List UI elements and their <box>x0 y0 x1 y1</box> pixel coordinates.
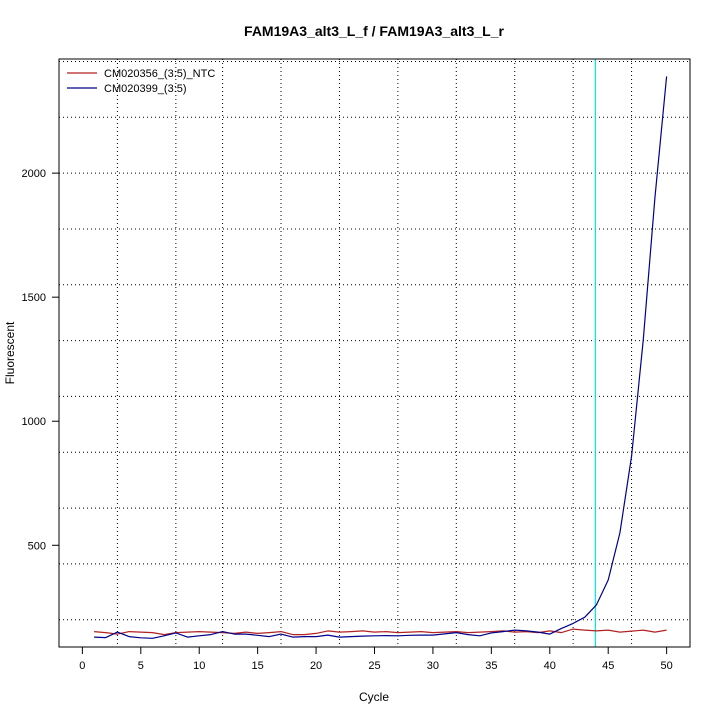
x-tick-label: 20 <box>310 660 322 672</box>
x-tick-label: 5 <box>138 660 144 672</box>
x-tick-label: 10 <box>193 660 205 672</box>
x-tick-label: 50 <box>661 660 673 672</box>
x-axis: 0 5 10 15 20 25 30 35 40 45 50 <box>79 646 673 672</box>
y-tick-label: 500 <box>28 540 46 552</box>
series <box>94 76 668 639</box>
y-axis-label: Fluorescent <box>3 321 17 384</box>
y-axis: 500 1000 1500 2000 <box>22 168 60 552</box>
x-tick-label: 30 <box>427 660 439 672</box>
y-tick-label: 2000 <box>22 168 46 180</box>
series-line-1 <box>94 628 667 636</box>
legend: CM020356_(3:5)_NTC CM020399_(3:5) <box>67 68 215 95</box>
x-tick-label: 45 <box>602 660 614 672</box>
legend-label-1: CM020356_(3:5)_NTC <box>104 68 215 80</box>
x-tick-label: 40 <box>544 660 556 672</box>
y-tick-label: 1000 <box>22 416 46 428</box>
x-axis-label: Cycle <box>359 690 389 704</box>
x-tick-label: 35 <box>485 660 497 672</box>
legend-label-2: CM020399_(3:5) <box>104 83 187 95</box>
x-tick-label: 0 <box>79 660 85 672</box>
series-line-2 <box>94 76 668 639</box>
x-tick-label: 15 <box>252 660 264 672</box>
x-tick-label: 25 <box>368 660 380 672</box>
chart-title: FAM19A3_alt3_L_f / FAM19A3_alt3_L_r <box>244 23 504 39</box>
y-tick-label: 1500 <box>22 292 46 304</box>
